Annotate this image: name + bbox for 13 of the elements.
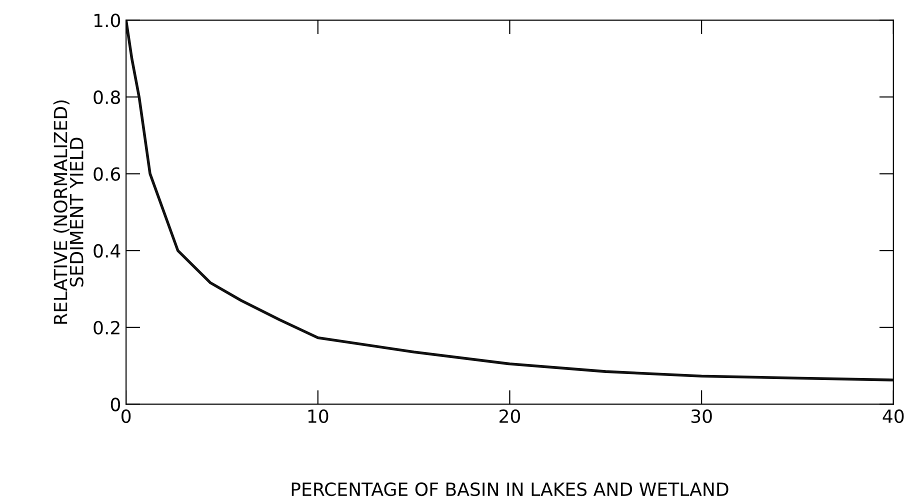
x-tick-label: 20 [500, 409, 520, 424]
y-tick-label: 0.2 [94, 320, 120, 335]
x-tick-label: 30 [691, 409, 712, 424]
y-tick-label: 0.8 [94, 90, 120, 104]
x-tick-label: 0 [122, 409, 131, 424]
y-axis-title: RELATIVE (NORMALIZED) SEDIMENT YIELD [53, 100, 84, 324]
y-tick-label: 0 [110, 398, 120, 412]
y-tick-label: 0.4 [94, 244, 120, 258]
x-axis-title: PERCENTAGE OF BASIN IN LAKES AND WETLAND [292, 482, 728, 496]
x-tick-label: 40 [882, 409, 904, 424]
x-tick-label: 10 [308, 409, 328, 424]
y-tick-label: 0.6 [94, 167, 120, 181]
y-tick-label: 1.0 [94, 14, 120, 28]
